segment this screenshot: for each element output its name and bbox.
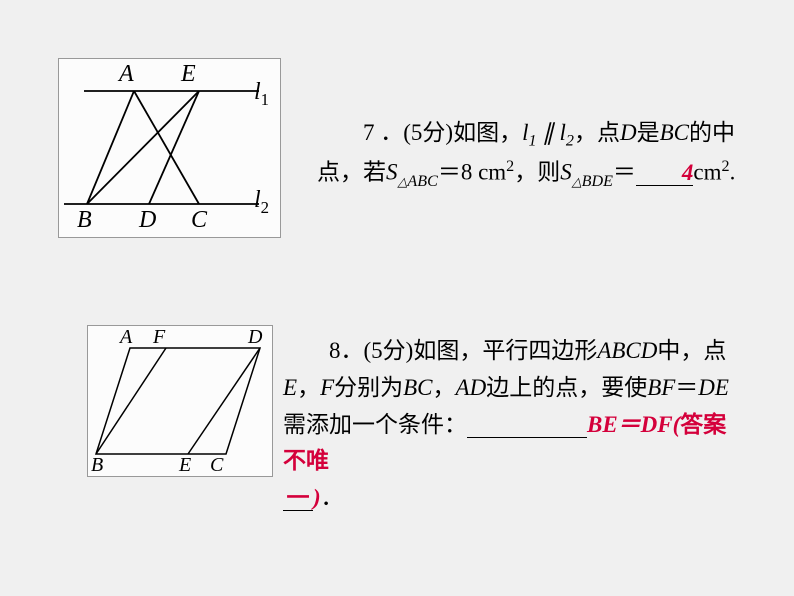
q7-mid1: ，点 — [574, 120, 620, 145]
q8-ans-cn2: 一 — [283, 485, 313, 511]
fig2-label-C: C — [210, 454, 223, 477]
figure-2: A F D B E C — [87, 325, 273, 477]
q7-period: . — [730, 160, 736, 185]
q8-DE: DE — [698, 375, 729, 400]
q7-sq2: 2 — [722, 158, 730, 175]
q7-S1: S — [386, 160, 398, 185]
fig1-label-C: C — [191, 207, 207, 234]
q7-mid2: 是 — [637, 120, 660, 145]
q7-eq1: ＝8 cm — [438, 160, 506, 185]
q8-mid4: 需添加一个条件： — [283, 412, 467, 437]
q8-blank — [467, 412, 587, 438]
q8-AD: AD — [456, 375, 487, 400]
q7-l2sub: 2 — [566, 133, 574, 150]
q8-period: ． — [321, 485, 344, 510]
q8-F: F — [320, 375, 334, 400]
fig2-label-D: D — [248, 326, 262, 349]
q8-c1: ， — [297, 375, 320, 400]
q8-mid3: 边上的点，要使 — [486, 375, 647, 400]
q7-comma: ， — [514, 160, 537, 185]
q7-sq1: 2 — [506, 158, 514, 175]
question-8-text: 8．(5分)如图，平行四边形ABCD中，点E，F分别为BC，AD边上的点，要使B… — [283, 333, 738, 517]
q8-eq: ＝ — [675, 375, 698, 400]
fig1-label-D: D — [139, 207, 156, 234]
q8-ans-close: ) — [313, 485, 321, 510]
fig2-label-E: E — [179, 454, 191, 477]
question-7-text: 7 ．(5分)如图，l1 ∥ l2，点D是BC的中点，若S△ABC＝8 cm2，… — [317, 115, 760, 194]
q7-then: 则 — [537, 160, 560, 185]
fig1-label-A: A — [119, 61, 134, 88]
fig2-label-A: A — [120, 326, 132, 349]
figure-1-svg — [59, 59, 282, 239]
q7-prefix: 7 ．(5分)如图， — [363, 120, 522, 145]
q7-S2: S — [560, 160, 572, 185]
q7-BC: BC — [660, 120, 689, 145]
q7-par: ∥ l — [537, 120, 566, 145]
q8-ans-math: BE＝DF( — [587, 412, 680, 437]
figure-1: A E l1 B D C l2 — [58, 58, 281, 238]
q7-l1sub: 1 — [528, 133, 536, 150]
q7-unit: cm — [693, 160, 721, 185]
q8-BF: BF — [647, 375, 675, 400]
fig1-label-l1: l1 — [254, 79, 269, 110]
q8-c2: ， — [433, 375, 456, 400]
fig1-label-l2: l2 — [254, 187, 269, 218]
q8-ABCD: ABCD — [597, 338, 657, 363]
fig1-label-E: E — [181, 61, 196, 88]
q7-eq2: ＝ — [613, 160, 636, 185]
q8-mid1: 中，点 — [657, 338, 726, 363]
q8-BC: BC — [403, 375, 432, 400]
q7-S1sub: △ABC — [398, 173, 438, 190]
fig1-label-B: B — [77, 207, 92, 234]
q8-prefix: 8．(5分)如图，平行四边形 — [329, 338, 597, 363]
q8-mid2: 分别为 — [334, 375, 403, 400]
q7-S2sub: △BDE — [572, 173, 613, 190]
q8-E: E — [283, 375, 297, 400]
fig2-label-F: F — [153, 326, 165, 349]
q7-D: D — [620, 120, 637, 145]
fig2-label-B: B — [91, 454, 103, 477]
q7-answer: 4 — [682, 160, 694, 185]
q7-blank: 4 — [636, 160, 694, 186]
